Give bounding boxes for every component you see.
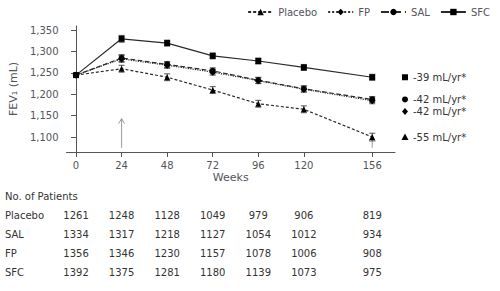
- svg-text:FP: FP: [5, 248, 17, 259]
- svg-text:72: 72: [206, 160, 219, 171]
- svg-text:906: 906: [294, 210, 313, 221]
- svg-text:FP: FP: [358, 7, 370, 18]
- svg-text:FEV₁ (mL): FEV₁ (mL): [7, 62, 20, 116]
- svg-text:1392: 1392: [63, 267, 88, 278]
- svg-text:No. of Patients: No. of Patients: [5, 191, 78, 202]
- svg-text:1157: 1157: [200, 248, 225, 259]
- svg-text:1317: 1317: [109, 229, 134, 240]
- svg-text:24: 24: [115, 160, 128, 171]
- svg-text:1218: 1218: [154, 229, 179, 240]
- svg-text:-42 mL/yr*: -42 mL/yr*: [413, 94, 466, 105]
- svg-text:1139: 1139: [246, 267, 271, 278]
- svg-text:1127: 1127: [200, 229, 225, 240]
- svg-text:1375: 1375: [109, 267, 134, 278]
- svg-text:1,100: 1,100: [30, 132, 59, 143]
- svg-text:934: 934: [363, 229, 382, 240]
- svg-text:1,350: 1,350: [30, 25, 59, 36]
- svg-text:48: 48: [161, 160, 174, 171]
- svg-text:1261: 1261: [63, 210, 88, 221]
- svg-text:-55 mL/yr*: -55 mL/yr*: [413, 132, 466, 143]
- svg-text:1346: 1346: [109, 248, 134, 259]
- svg-text:Placebo: Placebo: [278, 7, 317, 18]
- svg-text:979: 979: [249, 210, 268, 221]
- svg-text:0: 0: [73, 160, 79, 171]
- svg-text:1078: 1078: [246, 248, 271, 259]
- svg-text:1,250: 1,250: [30, 67, 59, 78]
- svg-text:1128: 1128: [154, 210, 179, 221]
- svg-text:SFC: SFC: [471, 7, 490, 18]
- svg-text:1049: 1049: [200, 210, 225, 221]
- svg-text:Placebo: Placebo: [5, 210, 44, 221]
- svg-text:-39 mL/yr*: -39 mL/yr*: [413, 72, 466, 83]
- svg-text:1,300: 1,300: [30, 46, 59, 57]
- svg-text:96: 96: [252, 160, 265, 171]
- svg-text:1281: 1281: [154, 267, 179, 278]
- svg-text:1,200: 1,200: [30, 89, 59, 100]
- svg-text:1,150: 1,150: [30, 110, 59, 121]
- svg-text:120: 120: [294, 160, 313, 171]
- svg-text:1180: 1180: [200, 267, 225, 278]
- svg-text:908: 908: [363, 248, 382, 259]
- svg-text:1054: 1054: [246, 229, 271, 240]
- svg-text:1230: 1230: [154, 248, 179, 259]
- svg-text:SFC: SFC: [5, 267, 24, 278]
- svg-text:1334: 1334: [63, 229, 88, 240]
- svg-text:1073: 1073: [291, 267, 316, 278]
- svg-text:-42 mL/yr*: -42 mL/yr*: [413, 106, 466, 117]
- svg-text:1012: 1012: [291, 229, 316, 240]
- svg-text:Weeks: Weeks: [213, 171, 249, 184]
- svg-text:1006: 1006: [291, 248, 316, 259]
- svg-text:SAL: SAL: [411, 7, 430, 18]
- svg-text:1248: 1248: [109, 210, 134, 221]
- svg-text:1356: 1356: [63, 248, 88, 259]
- svg-text:156: 156: [363, 160, 382, 171]
- svg-text:SAL: SAL: [5, 229, 24, 240]
- svg-text:819: 819: [363, 210, 382, 221]
- svg-text:975: 975: [363, 267, 382, 278]
